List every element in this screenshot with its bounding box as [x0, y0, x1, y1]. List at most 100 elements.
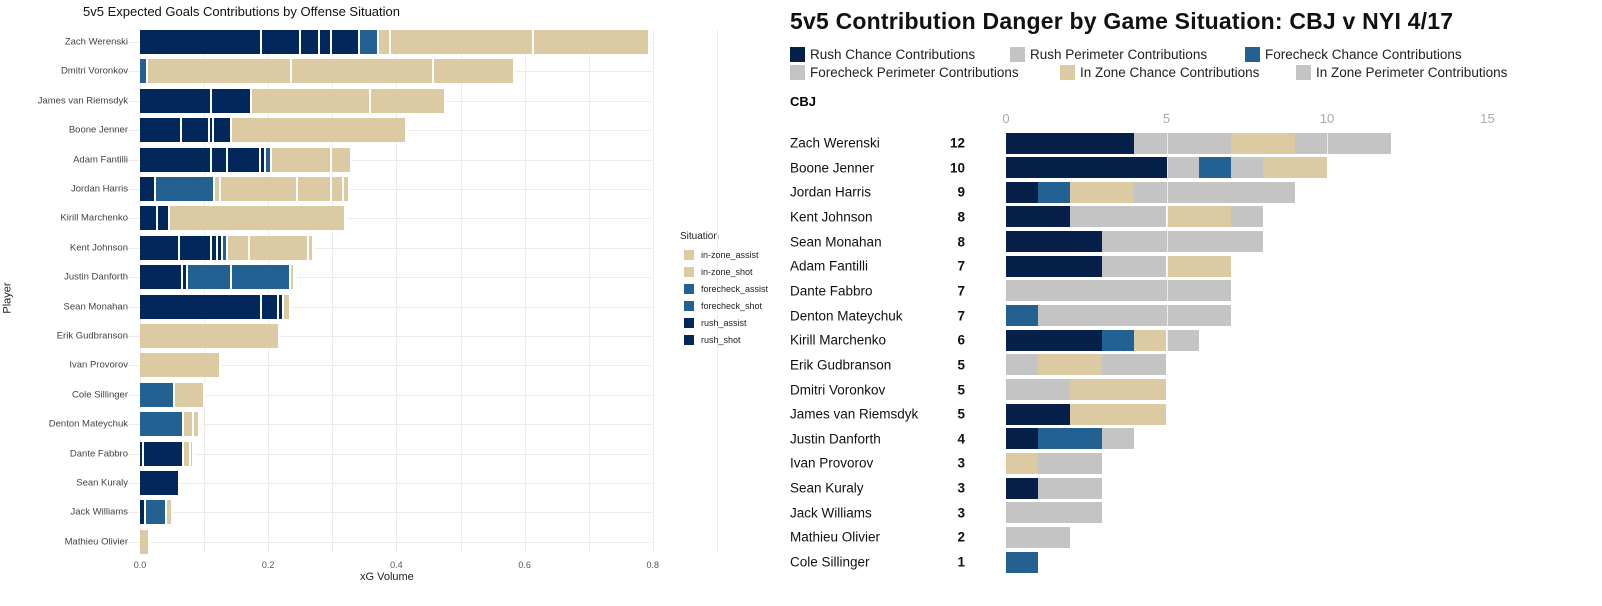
bar-segment-in-zone-chance-contributions [1230, 132, 1295, 154]
player-total: 3 [957, 480, 965, 496]
bar-segment-forecheck [359, 30, 380, 54]
player-total: 9 [957, 184, 965, 200]
player-total: 5 [957, 357, 965, 373]
legend-item: forecheck_assist [684, 284, 768, 294]
player-label: Kirill Marchenko [60, 212, 128, 224]
bar-segment-rush-chance-contributions [1006, 428, 1039, 450]
bar-segment-rush [211, 88, 252, 113]
bar-segment-rush-perimeter-contributions [1102, 231, 1263, 253]
legend-label: Forecheck Perimeter Contributions [810, 65, 1019, 80]
y-gridline [112, 336, 652, 337]
bar-segment-in-zone [228, 235, 250, 260]
bar-segment-forecheck [231, 265, 291, 290]
left-y-axis-label: Player [1, 282, 14, 314]
bar-segment-in-zone [379, 30, 391, 54]
bar-segment-in-zone [291, 59, 434, 84]
bar-segment-in-zone [140, 324, 280, 348]
legend-item: Rush Perimeter Contributions [1010, 47, 1207, 62]
legend-item: in-zone_assist [684, 250, 759, 260]
bar-segment-in-zone [331, 177, 345, 201]
x-gridline [524, 30, 526, 552]
bar-segment-rush [157, 206, 171, 231]
x-tick-label: 10 [1319, 111, 1335, 126]
bar-segment-rush [227, 147, 261, 172]
bar-segment-in-zone-chance-contributions [1038, 354, 1103, 376]
y-gridline [112, 541, 652, 543]
legend-swatch [684, 335, 694, 345]
x-tick-label: 5 [1162, 111, 1171, 126]
player-label: Ivan Provorov [69, 359, 128, 371]
team-label: CBJ [790, 94, 817, 109]
bar-segment-forecheck [140, 59, 148, 84]
bar-segment-rush [260, 147, 267, 172]
player-label: Cole Sillinger [72, 389, 128, 401]
bar-segment-forecheck-chance-contributions [1102, 329, 1135, 351]
bar-segment-in-zone-perimeter-contributions [1006, 280, 1231, 302]
legend-item: forecheck_shot [684, 301, 762, 311]
bar-segment-forecheck [266, 147, 273, 172]
y-gridline [112, 159, 652, 161]
player-label: Dante Fabbro [69, 448, 128, 460]
bar-segment-rush-chance-contributions [1006, 403, 1071, 425]
legend-label: forecheck_assist [701, 284, 769, 294]
left-x-axis-label: xG Volume [360, 571, 414, 583]
player-label: Sean Monahan [790, 234, 882, 250]
legend-swatch [1296, 65, 1311, 80]
bar-segment-forecheck [222, 235, 229, 260]
bar-segment-rush [140, 88, 212, 113]
bar-segment-in-zone-perimeter-contributions [1038, 305, 1231, 327]
bar-segment-rush [181, 118, 210, 143]
legend-label: Forecheck Chance Contributions [1265, 47, 1462, 62]
bar-segment-forecheck-chance-contributions [1198, 157, 1231, 179]
bar-segment-in-zone [251, 88, 372, 113]
bar-segment-forecheck [140, 382, 175, 407]
bar-segment-rush [140, 206, 158, 231]
x-tick-label: 0.8 [646, 560, 660, 570]
player-total: 7 [957, 283, 965, 299]
player-label: Jordan Harris [70, 183, 128, 195]
x-minor-gridline [204, 30, 206, 552]
player-total: 2 [957, 529, 965, 545]
bar-segment-rush [140, 441, 144, 466]
bar-segment-in-zone [433, 59, 515, 84]
x-gridline [268, 30, 270, 552]
player-label: Jack Williams [70, 506, 128, 518]
bar-segment-in-zone [140, 529, 150, 554]
x-minor-gridline [332, 30, 334, 552]
bar-segment-rush [140, 294, 263, 319]
bar-segment-rush [213, 118, 232, 143]
bar-segment-rush [140, 118, 182, 143]
bar-segment-in-zone [183, 412, 194, 437]
bar-segment-in-zone [174, 382, 205, 407]
bar-segment-rush-chance-contributions [1006, 255, 1103, 277]
player-total: 5 [957, 406, 965, 422]
bar-segment-in-zone [220, 177, 298, 201]
x-tick-label: 0.6 [518, 560, 531, 570]
legend-swatch [684, 318, 694, 328]
legend-swatch [1060, 65, 1075, 80]
bar-segment-rush [262, 294, 280, 319]
bar-segment-rush [217, 235, 223, 260]
left-legend-title: Situation [680, 231, 719, 242]
player-total: 3 [957, 455, 965, 471]
y-gridline [112, 483, 652, 484]
bar-segment-rush [140, 265, 183, 290]
bar-segment-in-zone [297, 177, 332, 201]
y-gridline [112, 218, 652, 220]
x-tick-label: 0.2 [261, 560, 275, 570]
x-gridline [396, 30, 398, 552]
bar-segment-in-zone [249, 235, 310, 260]
bar-segment-in-zone-chance-contributions [1070, 403, 1167, 425]
player-label: Justin Danforth [64, 271, 128, 283]
player-label: Jack Williams [790, 505, 872, 521]
legend-label: rush_assist [701, 318, 747, 328]
legend-swatch [790, 47, 805, 62]
bar-segment-in-zone [344, 177, 350, 201]
bar-segment-in-zone-perimeter-contributions [1294, 132, 1392, 154]
bar-segment-rush [212, 235, 218, 260]
bar-segment-in-zone-chance-contributions [1134, 329, 1167, 351]
bar-segment-forecheck-chance-contributions [1038, 428, 1103, 450]
y-gridline [112, 306, 652, 308]
player-label: Denton Mateychuk [790, 308, 903, 324]
bar-segment-in-zone [231, 118, 408, 143]
